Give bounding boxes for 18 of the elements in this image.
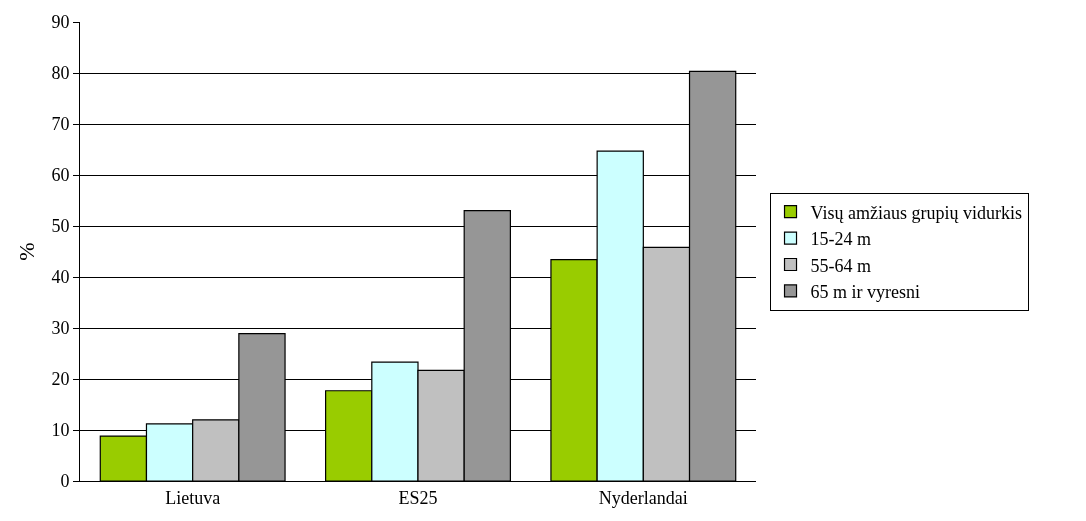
x-tick-label: Lietuva: [165, 487, 221, 508]
y-tick-label: 50: [51, 216, 70, 237]
y-tick-label: 0: [60, 471, 70, 492]
y-tick-label: 70: [51, 114, 70, 135]
legend-label: Visų amžiaus grupių vidurkis: [810, 202, 1022, 223]
y-axis-title: %: [14, 242, 40, 261]
legend-label: 65 m ir vyresni: [810, 281, 921, 302]
legend-label: 55-64 m: [810, 255, 872, 276]
y-tick-label: 90: [51, 12, 70, 33]
y-tick-label: 80: [51, 63, 70, 84]
y-tick-label: 10: [51, 420, 70, 441]
y-tick-label: 60: [51, 165, 70, 186]
x-tick-label: ES25: [398, 487, 438, 508]
x-tick-label: Nyderlandai: [598, 487, 688, 508]
y-tick-label: 40: [51, 267, 70, 288]
y-tick-label: 30: [51, 318, 70, 339]
y-tick-label: 20: [51, 369, 70, 390]
legend-label: 15-24 m: [810, 229, 872, 250]
